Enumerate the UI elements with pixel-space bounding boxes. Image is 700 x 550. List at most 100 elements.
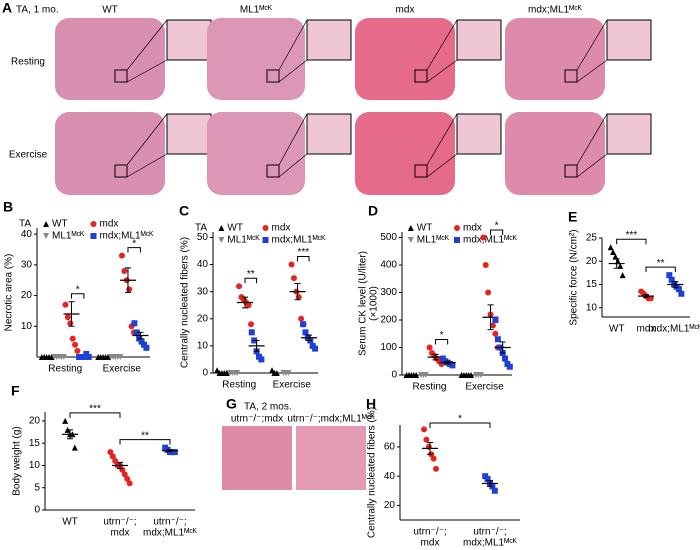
panel-label: G — [226, 396, 237, 412]
zoom-line — [576, 19, 608, 71]
dot — [80, 354, 87, 360]
dot — [109, 453, 116, 460]
zoom-line — [278, 153, 308, 178]
dot — [126, 480, 133, 487]
y-tick-label: 100 — [380, 342, 397, 353]
y-tick-label: 300 — [380, 287, 397, 298]
error-bar — [432, 353, 439, 361]
dot — [67, 320, 74, 327]
dot — [489, 322, 496, 329]
significance-label: *** — [297, 247, 309, 258]
significance-label: *** — [625, 230, 637, 241]
y-tick-label: 30 — [197, 286, 209, 297]
dot — [482, 262, 489, 268]
error-bar — [67, 429, 73, 440]
legend-note: TA — [19, 219, 31, 230]
legend-label: WT — [227, 223, 243, 234]
y-tick-label: 400 — [380, 260, 397, 271]
y-tick-label: 10 — [197, 341, 209, 352]
legend-label: WT — [417, 223, 433, 234]
dot — [506, 363, 513, 370]
zoom-line — [126, 113, 168, 166]
dot — [121, 471, 128, 478]
y-tick-label: 200 — [380, 315, 397, 326]
dot — [423, 436, 430, 443]
dot — [248, 329, 255, 336]
dot — [62, 301, 69, 308]
dot — [107, 449, 114, 456]
zoom-line — [426, 19, 458, 71]
inset-image — [306, 19, 352, 61]
histology-image — [207, 112, 305, 195]
dot — [258, 356, 265, 363]
y-tick-label: 0 — [202, 368, 208, 379]
y-tick-label: 60 — [384, 442, 396, 453]
dot — [300, 321, 307, 328]
error-bar — [124, 267, 131, 293]
dot — [236, 283, 243, 290]
y-axis-title: Centrally nucleated fibers (%) — [367, 407, 378, 538]
legend-label: mdx — [100, 219, 119, 230]
dot — [485, 289, 492, 296]
significance-bracket — [429, 422, 491, 428]
y-tick-label: 10 — [29, 460, 41, 471]
dot — [421, 426, 427, 433]
legend-marker — [90, 221, 97, 227]
error-bar — [167, 449, 173, 453]
dot — [647, 295, 654, 302]
y-tick-label: 20 — [21, 290, 33, 301]
significance-label: * — [440, 330, 444, 341]
error-bar — [613, 258, 620, 269]
zoom-box — [266, 69, 280, 83]
dot — [117, 354, 124, 360]
dot — [74, 347, 81, 354]
panel-label: F — [11, 383, 20, 399]
dot — [140, 341, 147, 348]
zoom-line — [576, 113, 608, 166]
dot — [302, 329, 309, 336]
dot — [477, 372, 484, 378]
dot — [133, 329, 140, 336]
y-tick-label: 15 — [29, 438, 41, 449]
significance-label: * — [458, 414, 462, 425]
zoom-box — [114, 164, 128, 178]
x-tick-label: mdx;ML1ᴹᶜᴷ — [648, 324, 700, 335]
y-axis-title: Centrally nucleated fibers (%) — [180, 237, 191, 368]
legend-marker — [43, 233, 50, 239]
dot — [295, 294, 302, 301]
error-bar — [427, 442, 433, 455]
dot — [138, 338, 145, 345]
y-tick-label: 0 — [391, 370, 397, 381]
histology-image — [55, 18, 165, 100]
panel-label: C — [179, 203, 189, 219]
zoom-line — [426, 59, 458, 83]
dot — [234, 370, 241, 376]
significance-bracket — [616, 238, 647, 245]
dot — [494, 336, 501, 343]
x-tick-label: Resting — [48, 364, 82, 375]
histology-image — [505, 112, 605, 195]
dot — [60, 354, 67, 360]
significance-bracket — [127, 247, 141, 253]
dot — [425, 443, 432, 450]
significance-bracket — [645, 266, 676, 273]
y-tick-label: 50 — [197, 232, 209, 243]
zoom-box — [266, 164, 280, 178]
inset-image — [606, 19, 652, 61]
dot — [298, 315, 305, 322]
legend-marker — [407, 237, 414, 243]
error-bar — [137, 331, 144, 340]
dot — [143, 344, 150, 351]
dot — [607, 244, 614, 251]
error-bar — [253, 339, 260, 352]
dot — [245, 302, 252, 309]
x-tick-label: Exercise — [273, 380, 312, 391]
row-label: Resting — [11, 57, 45, 68]
significance-label: ** — [141, 430, 149, 441]
x-tick-label: utrn⁻/⁻; — [103, 517, 136, 528]
zoom-line — [126, 19, 168, 71]
dot — [480, 234, 487, 241]
y-tick-label: 10 — [21, 321, 33, 332]
histology-image — [296, 426, 366, 490]
